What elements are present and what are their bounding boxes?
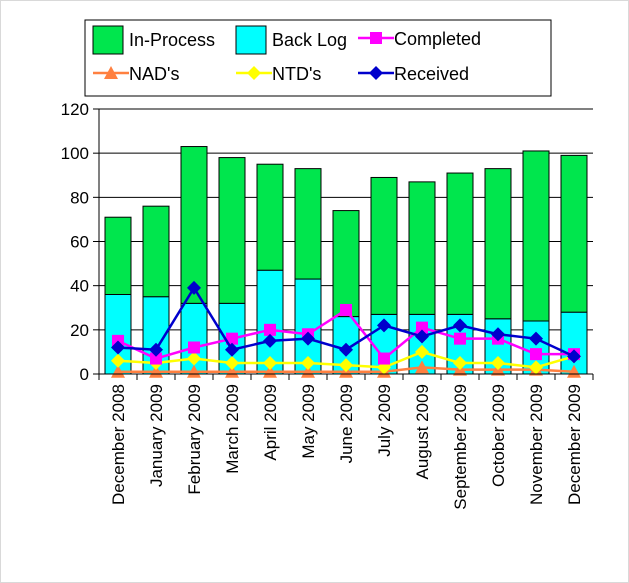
point-received-august-2009 (415, 329, 429, 344)
bar-in-process-november-2009 (522, 150, 550, 322)
x-tick-label-april-2009: April 2009 (261, 384, 280, 461)
y-axis: 0 20 40 60 80 100 120 (61, 100, 100, 384)
x-tick-label-august-2009: August 2009 (413, 384, 432, 479)
legend-marker-nad-s (104, 66, 118, 79)
legend-label-in-process: In-Process (129, 30, 215, 50)
legend-marker-completed (370, 32, 382, 44)
point-nad-s-january-2009 (149, 364, 163, 378)
bar-in-process-february-2009 (180, 146, 208, 304)
point-completed-april-2009 (264, 323, 276, 336)
point-ntd-s-february-2009 (187, 351, 201, 366)
y-tick-label-60: 60 (70, 233, 89, 252)
legend: In-Process Back Log Completed NAD's NTD's Rec… (92, 25, 481, 84)
point-ntd-s-august-2009 (415, 344, 429, 359)
x-tick-label-october-2009: October 2009 (489, 384, 508, 487)
bar-in-process-july-2009 (370, 176, 398, 315)
point-completed-july-2009 (378, 352, 390, 365)
point-nad-s-december-2008 (111, 364, 125, 378)
point-completed-june-2009 (340, 303, 352, 316)
x-tick-label-february-2009: February 2009 (185, 384, 204, 495)
point-ntd-s-september-2009 (453, 355, 467, 370)
legend-marker-received (369, 66, 383, 80)
legend-item-back-log: Back Log (235, 25, 347, 55)
point-ntd-s-june-2009 (339, 358, 353, 373)
legend-item-nad-s: NAD's (93, 64, 179, 84)
point-completed-august-2009 (416, 321, 428, 334)
legend-box (84, 19, 552, 97)
bar-in-process-december-2008 (104, 216, 132, 295)
legend-item-in-process: In-Process (92, 25, 215, 55)
y-tick-label-120: 120 (61, 100, 89, 119)
point-received-september-2009 (453, 318, 467, 333)
point-ntd-s-december-2008 (111, 353, 125, 368)
x-tick-label-january-2009: January 2009 (147, 384, 166, 487)
bar-in-process-august-2009 (408, 181, 436, 315)
point-received-december-2009 (567, 349, 581, 364)
bar-in-process-january-2009 (142, 205, 170, 298)
legend-item-ntd-s: NTD's (236, 64, 321, 84)
point-ntd-s-october-2009 (491, 355, 505, 370)
legend-label-ntd-s: NTD's (272, 64, 321, 84)
x-tick-label-september-2009: September 2009 (451, 384, 470, 510)
x-tick-label-december-2008: December 2008 (109, 384, 128, 505)
bar-in-process-june-2009 (332, 210, 360, 318)
point-ntd-s-november-2009 (529, 360, 543, 375)
y-tick-label-100: 100 (61, 144, 89, 163)
bar-in-process-december-2009 (560, 154, 588, 313)
legend-marker-ntd-s (247, 66, 261, 80)
y-tick-label-40: 40 (70, 277, 89, 296)
legend-label-completed: Completed (394, 29, 481, 49)
point-received-january-2009 (149, 342, 163, 357)
series-lines (111, 280, 581, 378)
point-ntd-s-april-2009 (263, 355, 277, 370)
point-received-july-2009 (377, 318, 391, 333)
point-received-december-2008 (111, 340, 125, 355)
point-received-november-2009 (529, 331, 543, 346)
y-tick-label-20: 20 (70, 321, 89, 340)
x-tick-label-may-2009: May 2009 (299, 384, 318, 459)
legend-item-completed: Completed (358, 29, 481, 49)
x-tick-label-december-2009: December 2009 (565, 384, 584, 505)
bar-in-process-april-2009 (256, 163, 284, 271)
x-tick-label-november-2009: November 2009 (527, 384, 546, 505)
legend-label-back-log: Back Log (272, 30, 347, 50)
bar-in-process-may-2009 (294, 168, 322, 280)
y-tick-label-0: 0 (80, 365, 89, 384)
legend-swatch-back-log (235, 25, 267, 55)
x-tick-label-july-2009: July 2009 (375, 384, 394, 457)
point-received-may-2009 (301, 331, 315, 346)
legend-label-nad-s: NAD's (129, 64, 179, 84)
point-nad-s-august-2009 (415, 360, 429, 374)
point-completed-september-2009 (454, 332, 466, 345)
point-nad-s-april-2009 (263, 364, 277, 378)
point-nad-s-february-2009 (187, 364, 201, 378)
bar-in-process-march-2009 (218, 157, 246, 304)
legend-item-received: Received (358, 64, 469, 84)
x-tick-label-march-2009: March 2009 (223, 384, 242, 474)
point-received-march-2009 (225, 342, 239, 357)
point-received-june-2009 (339, 342, 353, 357)
point-ntd-s-march-2009 (225, 355, 239, 370)
bar-in-process-september-2009 (446, 172, 474, 315)
legend-swatch-in-process (92, 25, 124, 55)
bars (104, 146, 588, 375)
x-tick-label-june-2009: June 2009 (337, 384, 356, 463)
point-completed-march-2009 (226, 332, 238, 345)
legend-label-received: Received (394, 64, 469, 84)
point-received-april-2009 (263, 333, 277, 348)
bar-back-log-december-2009 (560, 311, 588, 375)
point-nad-s-may-2009 (301, 364, 315, 378)
bar-in-process-october-2009 (484, 168, 512, 320)
x-axis: December 2008 January 2009 February 2009 Ma… (98, 373, 594, 510)
point-received-october-2009 (491, 327, 505, 342)
y-tick-label-80: 80 (70, 188, 89, 207)
point-nad-s-december-2009 (567, 364, 581, 378)
point-completed-january-2009 (150, 352, 162, 365)
point-completed-november-2009 (530, 348, 542, 361)
point-nad-s-march-2009 (225, 364, 239, 378)
point-received-february-2009 (187, 280, 201, 295)
point-completed-february-2009 (188, 341, 200, 354)
point-ntd-s-may-2009 (301, 355, 315, 370)
